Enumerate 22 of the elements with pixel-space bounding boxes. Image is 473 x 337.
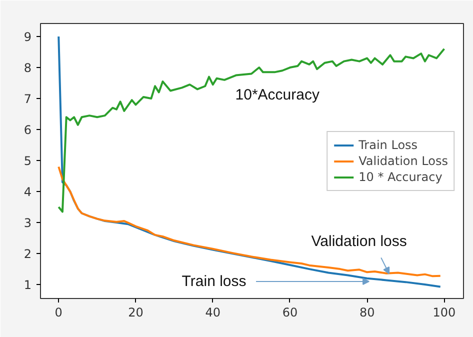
x-tick-label: 80 [359,306,375,320]
x-tick-label: 20 [128,306,144,320]
y-tick-label: 5 [24,154,32,168]
x-tick-label: 100 [432,306,456,320]
legend-label: 10 * Accuracy [358,170,442,184]
y-tick-label: 1 [24,278,32,292]
line-series [58,48,446,213]
x-tick-label: 40 [205,306,221,320]
y-tick-label: 4 [24,185,32,200]
y-tick-label: 9 [24,30,32,44]
y-tick-label: 8 [24,61,32,76]
y-tick-label: 7 [24,92,32,106]
annotation: Train loss [182,272,246,290]
y-tick-label: 6 [24,123,32,138]
legend-label: Validation Loss [358,154,448,168]
annotation: 10*Accuracy [235,86,320,104]
legend-label: Train Loss [358,138,418,152]
annotation: Validation loss [311,233,407,250]
y-tick-label: 2 [24,247,32,262]
x-tick-label: 0 [54,306,62,320]
y-tick-label: 3 [24,216,32,230]
x-tick-label: 60 [282,306,298,320]
